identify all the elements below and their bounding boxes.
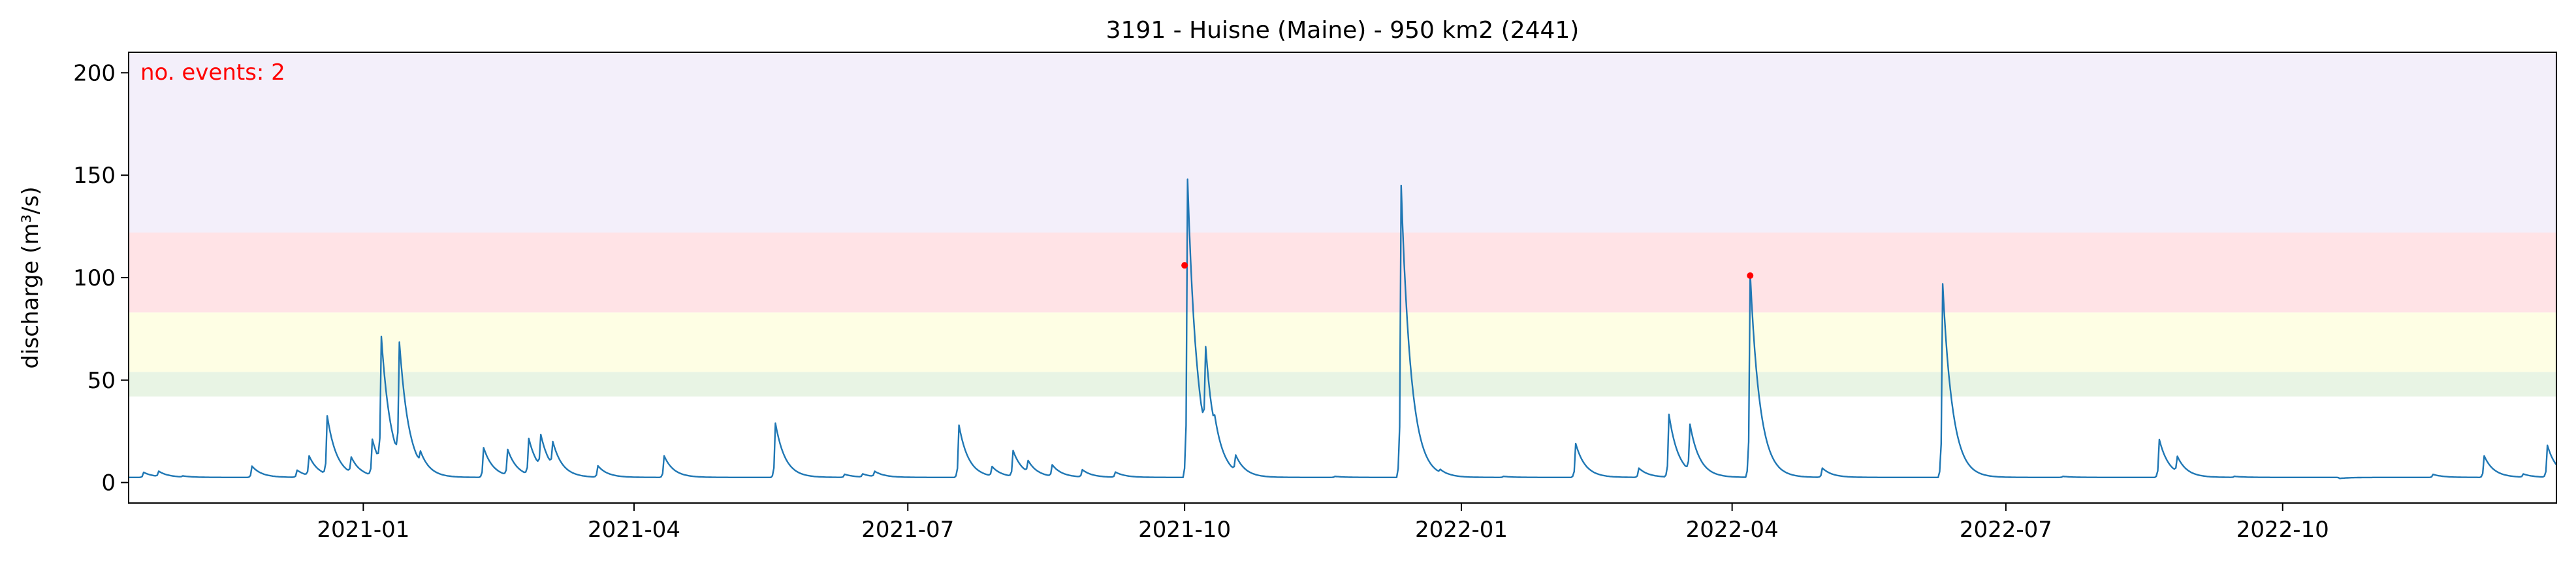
x-tick-label: 2022-10 [2236,517,2329,543]
y-tick-label: 200 [73,60,116,86]
y-axis-title: discharge (m³/s) [18,187,44,369]
y-tick-label: 0 [101,470,116,496]
events-count-annotation: no. events: 2 [140,59,285,86]
x-axis: 2021-01 2021-04 2021-07 2021-10 2022-01 2022-… [317,503,2329,543]
discharge-series-line [129,178,2557,480]
event-marker-2 [1747,272,1754,279]
y-tick-label: 100 [73,265,116,291]
x-tick-label: 2021-07 [861,517,954,543]
y-tick-label: 150 [73,163,116,189]
threshold-band-2 [129,312,2556,372]
threshold-band-1 [129,372,2556,397]
x-tick-label: 2021-04 [588,517,680,543]
x-tick-label: 2022-01 [1415,517,1508,543]
threshold-band-4 [129,52,2556,233]
event-marker-1 [1181,262,1188,269]
x-tick-label: 2021-10 [1138,517,1231,543]
y-axis: 0 50 100 150 200 [73,60,129,496]
threshold-bands [129,52,2556,397]
x-tick-label: 2021-01 [317,517,409,543]
chart-title: 3191 - Huisne (Maine) - 950 km2 (2441) [1106,17,1580,44]
threshold-band-3 [129,233,2556,313]
x-tick-label: 2022-04 [1686,517,1779,543]
event-markers [1181,262,1754,279]
y-tick-label: 50 [87,368,116,394]
x-tick-label: 2022-07 [1960,517,2052,543]
